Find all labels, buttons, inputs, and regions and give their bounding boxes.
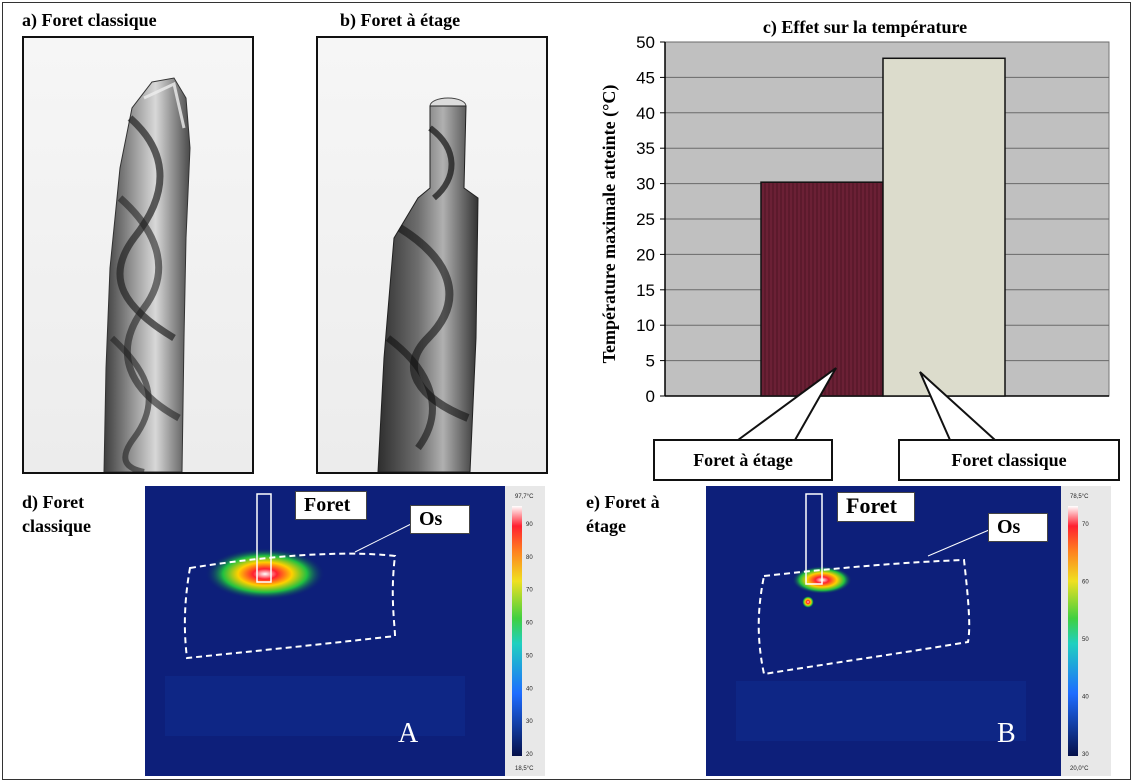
panel-d-scale-tick-label: 90 (526, 522, 533, 528)
panel-d-letter: A (398, 718, 419, 749)
panel-a-label: a) Foret classique (22, 10, 157, 30)
chart-plot-area: 0 5 10 15 20 25 30 35 40 45 50 (636, 33, 1110, 406)
chart-y-tick-label: 25 (636, 210, 655, 229)
chart-y-axis-label: Température maximale atteinte (°C) (599, 85, 620, 364)
panel-d-scale-max: 97,7°C (515, 494, 534, 500)
panel-d-tag-bone: Os (410, 505, 470, 534)
panel-b-label: b) Foret à étage (340, 10, 461, 30)
chart-y-tick-label: 40 (636, 104, 655, 123)
panel-b-photo-step-drill (316, 36, 548, 474)
chart-title: c) Effet sur la température (763, 17, 967, 38)
panel-e-tag-drill: Foret (837, 492, 915, 522)
panel-e-label-line1: e) Foret à (586, 492, 660, 512)
panel-e-scale-min: 20,0°C (1070, 766, 1089, 772)
panel-e-scale-ticks: 70 60 50 40 30 (1082, 522, 1089, 758)
panel-e-letter: B (997, 718, 1016, 749)
chart-y-tick-label: 20 (636, 245, 655, 264)
chart-y-tick-label: 30 (636, 175, 655, 194)
panel-e-scale-tick-label: 60 (1082, 580, 1089, 586)
panel-d-scale-tick-label: 70 (526, 588, 533, 594)
panel-d-scale-tick-label: 80 (526, 555, 533, 561)
panel-e-label-line2: étage (586, 516, 626, 536)
panel-e-scale-tick-label: 30 (1082, 752, 1089, 758)
panel-e-scale-max: 78,5°C (1070, 494, 1089, 500)
panel-e-scale-tick-label: 50 (1082, 637, 1089, 643)
chart-y-tick-label: 10 (636, 316, 655, 335)
panel-d-label-line1: d) Foret (22, 492, 85, 512)
panel-d-thermal-image: 97,7°C 18,5°C 90 80 70 60 50 40 30 20 (145, 486, 545, 776)
callout-classic-drill: Foret classique (898, 439, 1120, 481)
panel-d-tag-drill: Foret (295, 491, 367, 520)
panel-d-scale-tick-label: 60 (526, 621, 533, 627)
panel-e-thermal-image: 78,5°C 20,0°C 70 60 50 40 30 (706, 486, 1111, 776)
panel-d-scale-tick-label: 40 (526, 686, 533, 692)
chart-y-tick-label: 15 (636, 281, 655, 300)
chart-callout-lines (737, 367, 996, 441)
temperature-bar-chart: c) Effet sur la température Température … (599, 17, 1110, 406)
panel-e-scale-tick-label: 40 (1082, 695, 1089, 701)
chart-y-tick-label: 45 (636, 68, 655, 87)
callout-step-drill: Foret à étage (653, 439, 833, 481)
panel-e-scale-tick-label: 70 (1082, 522, 1089, 528)
panel-d-scale-tick-label: 50 (526, 653, 533, 659)
chart-y-tick-label: 5 (646, 352, 655, 371)
panel-d-scale-min: 18,5°C (515, 766, 534, 772)
chart-y-tick-label: 35 (636, 139, 655, 158)
panel-d-scale-tick-label: 20 (526, 752, 533, 758)
panel-d-scale-tick-label: 30 (526, 719, 533, 725)
panel-e-tag-bone: Os (988, 513, 1048, 542)
panel-d-label-line2: classique (22, 516, 92, 536)
panel-d-scale-ticks: 90 80 70 60 50 40 30 20 (526, 522, 533, 758)
chart-y-tick-label: 50 (636, 33, 655, 52)
chart-bar-classic-drill (882, 57, 1006, 397)
panel-a-photo-classic-drill (22, 36, 254, 474)
chart-y-tick-label: 0 (646, 387, 655, 406)
